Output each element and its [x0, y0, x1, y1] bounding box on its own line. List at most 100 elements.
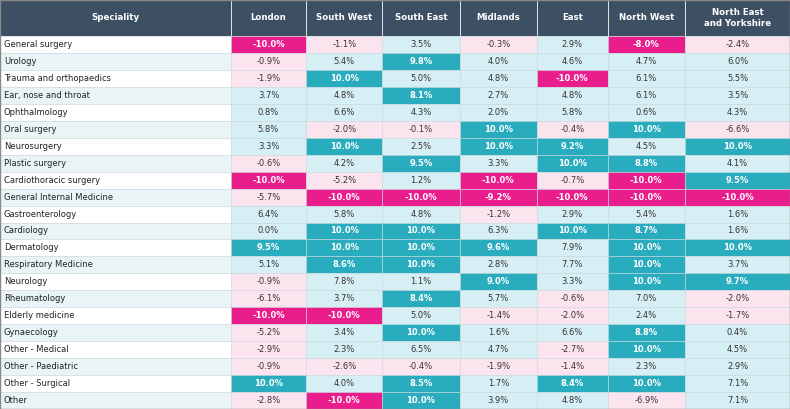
Bar [537, 307, 608, 324]
Bar [537, 375, 608, 392]
Text: 7.7%: 7.7% [562, 261, 583, 270]
Text: 10.0%: 10.0% [329, 243, 359, 252]
Text: 1.1%: 1.1% [410, 277, 431, 286]
Text: 9.6%: 9.6% [487, 243, 510, 252]
Text: -6.1%: -6.1% [257, 294, 280, 303]
Text: -10.0%: -10.0% [721, 193, 754, 202]
Text: -10.0%: -10.0% [630, 193, 663, 202]
Bar [0, 87, 231, 104]
Text: 9.5%: 9.5% [726, 175, 749, 184]
Bar [460, 53, 537, 70]
Bar [608, 324, 685, 341]
Text: 5.0%: 5.0% [410, 74, 431, 83]
Bar [307, 290, 382, 307]
Bar [685, 155, 790, 172]
Bar [231, 189, 307, 206]
Text: -2.8%: -2.8% [257, 396, 280, 405]
Text: 3.5%: 3.5% [410, 40, 431, 49]
Bar [685, 36, 790, 53]
Bar [685, 341, 790, 358]
Text: 10.0%: 10.0% [483, 142, 513, 151]
Text: 2.4%: 2.4% [636, 311, 656, 320]
Text: 3.4%: 3.4% [333, 328, 355, 337]
Bar [537, 239, 608, 256]
Bar [0, 358, 231, 375]
Bar [685, 189, 790, 206]
Text: -10.0%: -10.0% [328, 396, 360, 405]
Bar [537, 189, 608, 206]
Bar [685, 256, 790, 273]
Bar [537, 341, 608, 358]
Text: General surgery: General surgery [4, 40, 72, 49]
Bar [307, 189, 382, 206]
Bar [382, 0, 460, 36]
Bar [0, 392, 231, 409]
Bar [382, 53, 460, 70]
Bar [685, 392, 790, 409]
Bar [231, 273, 307, 290]
Bar [0, 206, 231, 222]
Bar [608, 375, 685, 392]
Text: 4.8%: 4.8% [562, 396, 583, 405]
Bar [0, 222, 231, 239]
Bar [382, 172, 460, 189]
Bar [685, 70, 790, 87]
Bar [460, 307, 537, 324]
Text: 5.5%: 5.5% [727, 74, 748, 83]
Text: 8.7%: 8.7% [634, 227, 658, 236]
Bar [537, 155, 608, 172]
Bar [460, 0, 537, 36]
Bar [608, 307, 685, 324]
Bar [685, 239, 790, 256]
Text: 10.0%: 10.0% [406, 261, 435, 270]
Bar [460, 172, 537, 189]
Text: Respiratory Medicine: Respiratory Medicine [4, 261, 93, 270]
Text: 10.0%: 10.0% [406, 328, 435, 337]
Bar [685, 358, 790, 375]
Bar [231, 307, 307, 324]
Bar [537, 104, 608, 121]
Text: -1.4%: -1.4% [486, 311, 510, 320]
Text: 4.3%: 4.3% [410, 108, 431, 117]
Text: 4.0%: 4.0% [487, 57, 509, 66]
Text: 4.8%: 4.8% [487, 74, 509, 83]
Bar [307, 239, 382, 256]
Text: South West: South West [316, 13, 372, 22]
Bar [608, 36, 685, 53]
Text: -10.0%: -10.0% [556, 74, 589, 83]
Text: South East: South East [394, 13, 447, 22]
Text: 10.0%: 10.0% [406, 227, 435, 236]
Bar [685, 121, 790, 138]
Text: 10.0%: 10.0% [254, 379, 283, 388]
Bar [307, 138, 382, 155]
Bar [307, 358, 382, 375]
Bar [537, 273, 608, 290]
Text: 3.7%: 3.7% [727, 261, 748, 270]
Text: 8.8%: 8.8% [634, 328, 658, 337]
Text: Ophthalmology: Ophthalmology [4, 108, 69, 117]
Bar [685, 273, 790, 290]
Bar [307, 341, 382, 358]
Text: -0.4%: -0.4% [408, 362, 433, 371]
Bar [460, 138, 537, 155]
Text: 4.0%: 4.0% [333, 379, 355, 388]
Text: -10.0%: -10.0% [556, 193, 589, 202]
Text: -5.7%: -5.7% [257, 193, 280, 202]
Bar [231, 222, 307, 239]
Bar [0, 104, 231, 121]
Text: Gynaecology: Gynaecology [4, 328, 59, 337]
Bar [537, 70, 608, 87]
Bar [0, 36, 231, 53]
Text: -2.0%: -2.0% [725, 294, 750, 303]
Text: 3.3%: 3.3% [258, 142, 279, 151]
Text: 0.6%: 0.6% [636, 108, 657, 117]
Bar [307, 172, 382, 189]
Bar [231, 290, 307, 307]
Bar [0, 70, 231, 87]
Text: -1.1%: -1.1% [332, 40, 356, 49]
Text: London: London [250, 13, 286, 22]
Text: 10.0%: 10.0% [558, 159, 587, 168]
Bar [608, 87, 685, 104]
Bar [537, 206, 608, 222]
Bar [460, 392, 537, 409]
